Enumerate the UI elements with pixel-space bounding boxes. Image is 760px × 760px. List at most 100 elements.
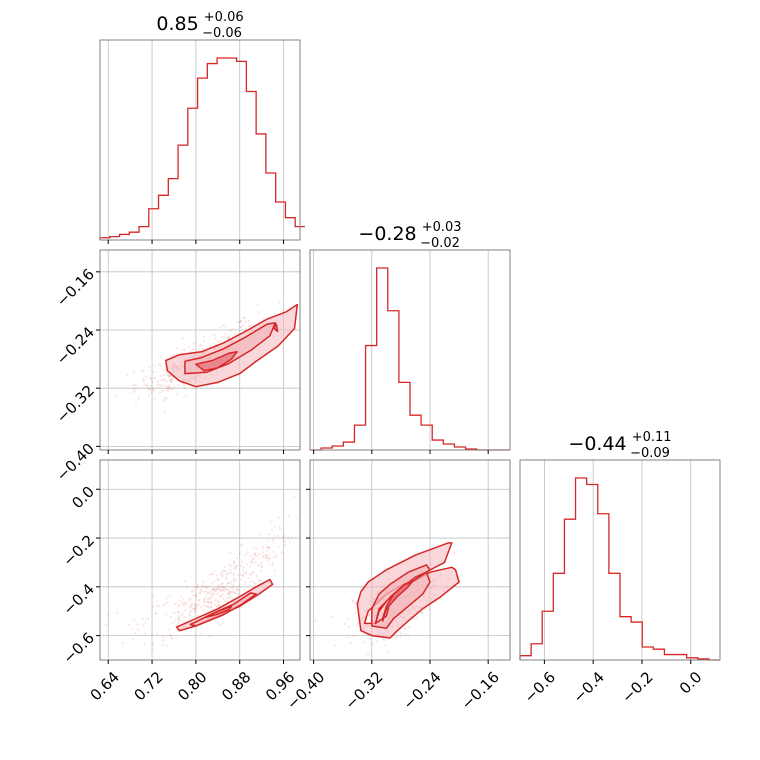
- sample-point: [219, 595, 222, 598]
- sample-point: [219, 326, 222, 329]
- sample-point: [371, 642, 375, 645]
- sample-point: [152, 389, 156, 392]
- sample-point: [230, 586, 233, 589]
- sample-point: [267, 533, 271, 536]
- sample-point: [189, 603, 192, 607]
- sample-point: [144, 375, 148, 378]
- sample-point: [271, 539, 274, 542]
- sample-point: [237, 321, 240, 324]
- sample-point: [177, 618, 180, 621]
- sample-point: [338, 454, 340, 456]
- sample-point: [181, 337, 184, 340]
- sample-point: [230, 591, 233, 594]
- contour-level-2: [205, 605, 233, 619]
- sample-point: [384, 644, 387, 647]
- sample-point: [210, 595, 213, 598]
- sample-point: [147, 394, 150, 397]
- data-layer: [99, 57, 720, 661]
- sample-point: [225, 572, 229, 575]
- sample-point: [260, 566, 263, 569]
- sample-point: [240, 564, 243, 567]
- sample-point: [261, 547, 265, 550]
- sample-point: [167, 375, 171, 378]
- sample-point: [210, 582, 214, 585]
- sample-point: [234, 565, 237, 568]
- sample-point: [203, 600, 206, 604]
- frame-hist-0: [99, 39, 301, 241]
- sample-point: [237, 584, 240, 588]
- sample-point: [174, 619, 177, 622]
- sample-point: [240, 578, 243, 581]
- sample-point: [152, 605, 155, 608]
- sample-point: [169, 633, 172, 636]
- sample-point: [214, 588, 217, 591]
- sample-point: [395, 636, 399, 639]
- sample-point: [163, 397, 167, 400]
- sample-point: [134, 386, 137, 390]
- sample-point: [154, 612, 157, 615]
- sample-point: [221, 582, 224, 585]
- sample-point: [145, 384, 148, 387]
- sample-point: [295, 516, 298, 519]
- sample-point: [249, 580, 252, 584]
- contour-level-2: [381, 581, 413, 622]
- sample-point: [240, 319, 243, 322]
- sample-point: [244, 320, 248, 323]
- sample-point: [260, 545, 264, 548]
- sample-point: [259, 579, 262, 582]
- sample-point: [273, 569, 276, 572]
- sample-point: [265, 557, 268, 560]
- sample-point: [168, 387, 171, 390]
- sample-point: [235, 588, 238, 591]
- sample-point: [151, 388, 154, 391]
- panel-data-pair-1: [104, 454, 340, 660]
- sample-point: [362, 641, 365, 644]
- sample-point: [217, 583, 220, 586]
- sample-point: [158, 374, 162, 378]
- sample-point: [376, 640, 379, 643]
- sample-point: [230, 580, 233, 584]
- sample-point: [369, 618, 372, 621]
- sample-point: [199, 592, 202, 595]
- sample-point: [191, 602, 194, 605]
- sample-point: [228, 571, 231, 575]
- sample-point: [240, 573, 243, 577]
- sample-point: [242, 573, 245, 576]
- sample-point: [258, 564, 262, 567]
- sample-point: [196, 584, 199, 587]
- sample-point: [226, 597, 229, 600]
- sample-point: [189, 610, 192, 613]
- sample-point: [213, 333, 216, 337]
- sample-point: [349, 641, 352, 645]
- sample-point: [368, 614, 371, 618]
- sample-point: [153, 376, 156, 380]
- sample-point: [192, 607, 195, 610]
- sample-point: [219, 595, 222, 598]
- sample-point: [188, 599, 191, 602]
- title-param-2: −0.44 +0.11: [568, 430, 671, 455]
- sample-point: [203, 597, 206, 600]
- sample-point: [330, 615, 333, 618]
- sample-point: [238, 320, 242, 323]
- sample-point: [347, 636, 350, 639]
- sample-point: [159, 364, 162, 367]
- sample-point: [208, 598, 211, 601]
- sample-point: [273, 555, 276, 558]
- sample-point: [197, 603, 200, 606]
- sample-point: [184, 387, 187, 390]
- sample-point: [193, 609, 196, 612]
- sample-point: [207, 605, 210, 609]
- sample-point: [149, 377, 152, 381]
- sample-point: [216, 586, 219, 589]
- sample-point: [242, 316, 246, 319]
- sample-point: [197, 599, 200, 602]
- sample-point: [226, 583, 229, 586]
- sample-point: [194, 605, 197, 608]
- sample-point: [238, 326, 242, 329]
- sample-point: [147, 388, 150, 391]
- title-param-0-minus: −0.06: [202, 26, 242, 41]
- sample-point: [163, 410, 166, 413]
- sample-point: [162, 368, 165, 372]
- sample-point: [182, 620, 185, 623]
- sample-point: [168, 595, 172, 598]
